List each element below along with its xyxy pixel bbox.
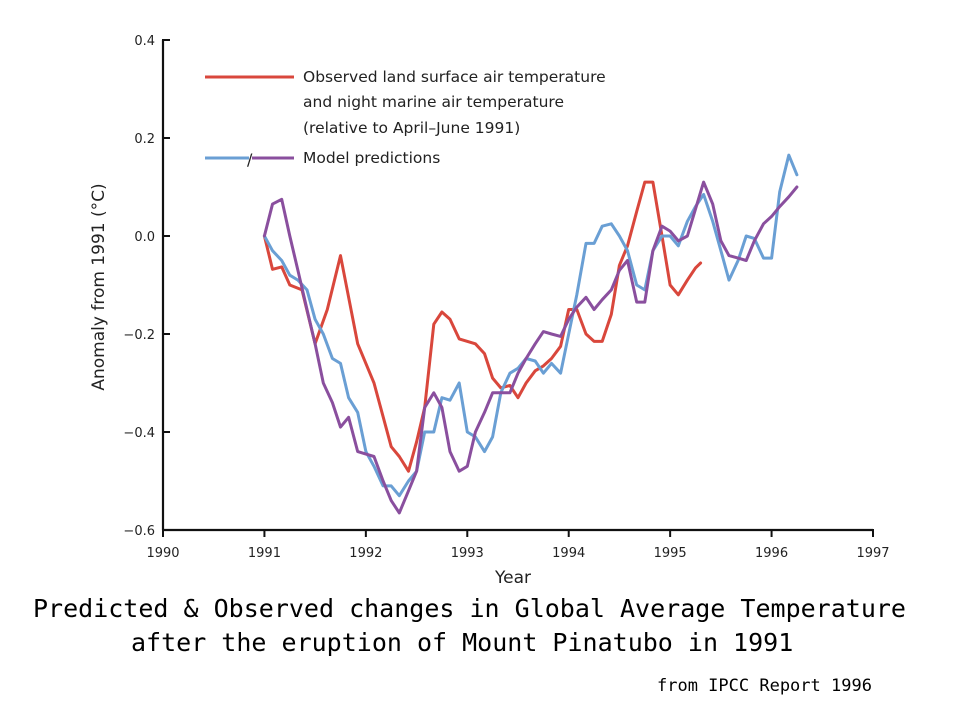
caption-line-2: after the eruption of Mount Pinatubo in … [131,628,794,657]
model-series-blue-line [262,153,799,498]
x-tick-label: 1996 [755,546,788,561]
model-series-purple-line [262,180,799,515]
legend-model-label: Model predictions [303,149,440,167]
x-tick-label: 1994 [552,546,585,561]
x-tick-label: 1995 [654,546,687,561]
x-tick-label: 1992 [349,546,382,561]
y-tick-label: −0.4 [123,426,155,441]
caption-line-1: Predicted & Observed changes in Global A… [33,594,906,623]
y-tick-label: −0.6 [123,524,155,539]
y-tick-label: 0.4 [134,34,155,49]
y-tick-label: 0.2 [134,132,155,147]
source-note: from IPCC Report 1996 [657,676,872,696]
legend-observed-label-line1: Observed land surface air temperature [303,68,606,86]
legend-observed-label-line2: and night marine air temperature [303,93,564,111]
x-axis-title: Year [494,568,531,588]
legend-model-separator: / [247,150,253,169]
x-tick-label: 1997 [856,546,889,561]
series-layer [262,153,799,515]
temperature-anomaly-chart: 0.4 0.2 0.0 −0.2 −0.4 −0.6 1990 1991 1992 1993 199… [89,34,890,588]
observed-series-line [262,180,703,473]
x-tick-label: 1991 [248,546,281,561]
x-tick-label: 1993 [451,546,484,561]
y-tick-label: 0.0 [134,230,155,245]
y-tick-label: −0.2 [123,328,155,343]
x-tick-label: 1990 [146,546,179,561]
legend-observed-label-line3: (relative to April–June 1991) [303,119,520,137]
y-axis-title: Anomaly from 1991 (°C) [89,183,109,390]
legend: Observed land surface air temperature an… [205,68,606,169]
axes: 0.4 0.2 0.0 −0.2 −0.4 −0.6 1990 1991 1992 1993 199… [123,34,889,561]
